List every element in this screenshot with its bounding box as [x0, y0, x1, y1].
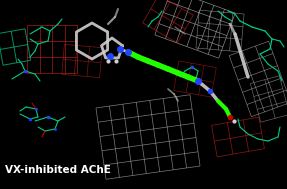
Text: VX-inhibited AChE: VX-inhibited AChE [5, 165, 111, 175]
